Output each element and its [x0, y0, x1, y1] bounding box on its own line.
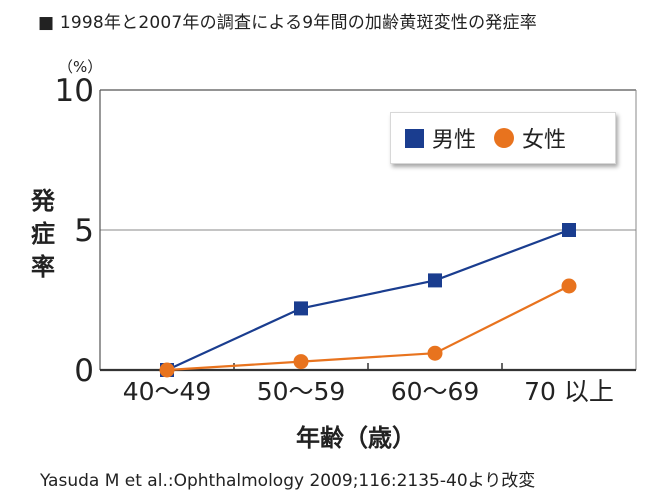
x-tick-label-4: 70 以上 — [524, 377, 614, 406]
y-unit-label: （%） — [58, 58, 103, 76]
y-axis-label: 発症率 — [31, 187, 55, 281]
chart-title: ■ 1998年と2007年の調査による9年間の加齢黄斑変性の発症率 — [38, 13, 537, 33]
series-2-point-3 — [427, 345, 443, 361]
series-1-point-3 — [428, 273, 442, 288]
series-1-point-2 — [294, 301, 308, 316]
legend-label-male: 男性 — [432, 128, 477, 153]
series-layer — [159, 223, 577, 378]
series-line-1 — [166, 228, 570, 371]
x-tick-label-2: 50～59 — [257, 377, 346, 406]
series-2-point-1 — [159, 362, 175, 378]
legend-item-female: 女性 — [494, 122, 566, 154]
series-2-point-2 — [293, 354, 309, 370]
y-tick-label-10: 10 — [55, 73, 94, 109]
legend-item-male: 男性 — [405, 122, 476, 154]
x-tick-label-1: 40～49 — [123, 377, 212, 406]
series-1-point-4 — [562, 223, 576, 237]
y-tick-label-0: 0 — [74, 353, 94, 389]
line-chart: 0 5 10 40～49 50～59 60～69 70 以上 — [55, 73, 637, 406]
source-credit: Yasuda M et al.:Ophthalmology 2009;116:2… — [40, 471, 536, 491]
y-tick-label-5: 5 — [74, 213, 94, 249]
tick-labels: 0 5 10 40～49 50～59 60～69 70 以上 — [55, 73, 614, 406]
legend: 男性 女性 — [390, 112, 616, 164]
x-tick-label-3: 60～69 — [391, 377, 480, 406]
axis-layer — [99, 89, 637, 372]
x-axis-label: 年齢（歳） — [296, 424, 416, 452]
legend-swatch-male — [405, 128, 424, 148]
legend-swatch-female — [494, 128, 515, 148]
series-line-2 — [166, 285, 570, 372]
legend-label-female: 女性 — [522, 128, 567, 153]
series-2-point-4 — [561, 278, 577, 294]
